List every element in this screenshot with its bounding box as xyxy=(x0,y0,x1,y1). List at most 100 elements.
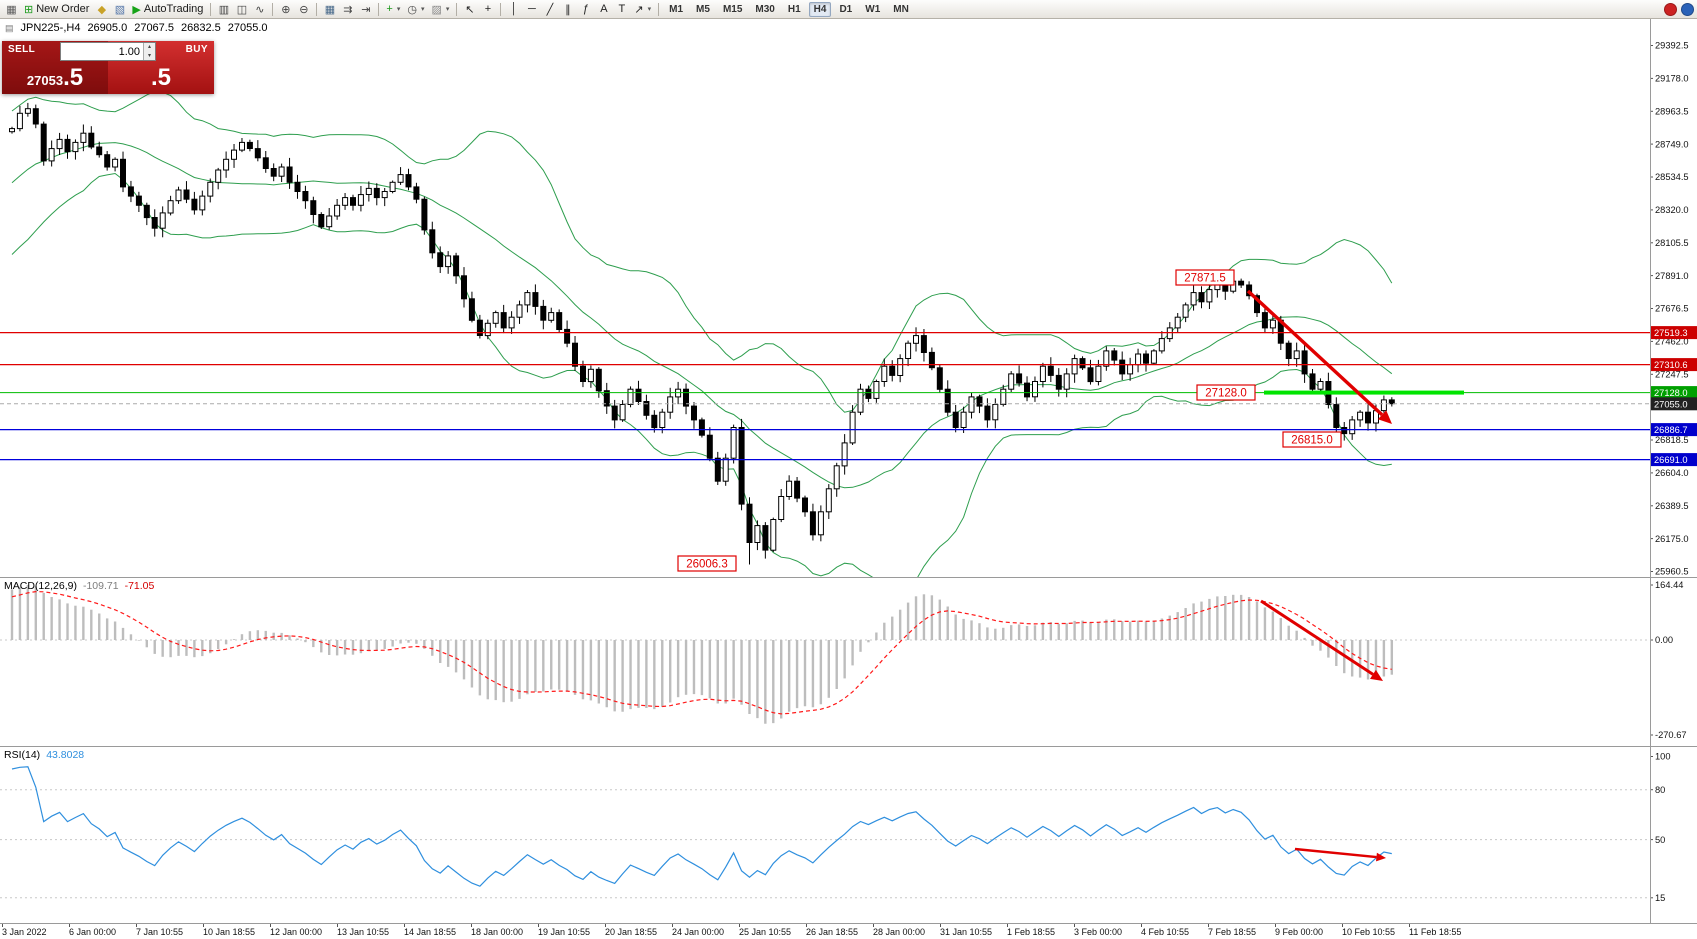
ohlc-high: 27067.5 xyxy=(134,22,174,34)
arrows-objects-icon[interactable]: ↗ ▾ xyxy=(634,3,652,16)
time-label: 11 Feb 18:55 xyxy=(1409,927,1462,937)
macd-panel[interactable]: 164.44 0.00 -270.67 xyxy=(0,577,1697,746)
time-axis[interactable]: 3 Jan 2022 6 Jan 00:00 7 Jan 10:55 10 Jan 1… xyxy=(0,923,1697,939)
community-icon[interactable] xyxy=(1664,2,1677,16)
time-tick xyxy=(270,924,271,927)
rsi-label: RSI(14) 43.8028 xyxy=(4,749,84,761)
price-callout[interactable]: 27871.5 xyxy=(1175,269,1235,286)
time-label: 12 Jan 00:00 xyxy=(270,927,323,937)
mql-wizard-icon[interactable]: ◆ xyxy=(97,3,107,16)
price-callout[interactable]: 26815.0 xyxy=(1282,431,1342,448)
candles xyxy=(9,102,1395,565)
fibonacci-icon[interactable]: ƒ xyxy=(582,3,589,15)
time-label: 6 Jan 00:00 xyxy=(69,927,117,937)
svg-text:26691.0: 26691.0 xyxy=(1654,455,1688,465)
svg-text:26389.5: 26389.5 xyxy=(1655,501,1689,511)
svg-text:27128.0: 27128.0 xyxy=(1654,388,1688,398)
ohlc-close: 27055.0 xyxy=(227,22,268,34)
time-label: 7 Feb 18:55 xyxy=(1208,927,1257,937)
volume-box: ▴ ▾ xyxy=(60,42,156,61)
symbol-period-label: JPN225-,H4 xyxy=(20,22,81,34)
zoom-out-icon[interactable]: ⊖ xyxy=(299,3,309,16)
macd-name: MACD(12,26,9) xyxy=(4,580,77,592)
svg-text:28320.0: 28320.0 xyxy=(1655,205,1689,215)
sell-button[interactable]: SELL 27053.5 xyxy=(2,41,108,94)
price-axis[interactable]: 29392.5 29178.0 28963.5 28749.0 28534.5 28320… xyxy=(1650,41,1697,577)
market-watch-icon[interactable]: ▧ xyxy=(114,3,126,16)
add-indicator-icon[interactable]: + ▾ xyxy=(386,3,401,15)
new-order-button[interactable]: ⊞ New Order xyxy=(24,3,90,16)
time-label: 18 Jan 00:00 xyxy=(471,927,524,937)
price-callout[interactable]: 26006.3 xyxy=(677,555,737,572)
time-tick xyxy=(1074,924,1075,927)
help-icon[interactable] xyxy=(1681,2,1694,16)
svg-text:28534.5: 28534.5 xyxy=(1655,172,1689,182)
volume-down-button[interactable]: ▾ xyxy=(144,51,155,60)
timeframe-m5[interactable]: M5 xyxy=(696,3,710,15)
chart-shift-icon[interactable]: ⇥ xyxy=(361,3,371,16)
timeframe-m1[interactable]: M1 xyxy=(669,3,684,15)
auto-scroll-icon[interactable]: ⇉ xyxy=(343,3,353,16)
bollinger-band xyxy=(11,142,1393,489)
trend-arrow[interactable] xyxy=(1260,599,1374,676)
timeframe-w1[interactable]: W1 xyxy=(865,3,881,15)
time-tick xyxy=(1007,924,1008,927)
time-tick xyxy=(1141,924,1142,927)
time-tick xyxy=(1342,924,1343,927)
timeframe-d1[interactable]: D1 xyxy=(839,3,853,15)
templates-icon[interactable]: ▨ ▾ xyxy=(431,3,450,16)
svg-text:28749.0: 28749.0 xyxy=(1655,139,1689,149)
line-chart-icon[interactable]: ∿ xyxy=(255,3,265,16)
time-label: 3 Feb 00:00 xyxy=(1074,927,1123,937)
price-callout[interactable]: 27128.0 xyxy=(1196,384,1256,401)
svg-text:29392.5: 29392.5 xyxy=(1655,41,1689,51)
main-chart-canvas[interactable]: 27871.5 27128.0 26815.0 26006.3 29392.5 29178… xyxy=(0,19,1697,577)
timeframe-mn[interactable]: MN xyxy=(893,3,909,15)
rsi-panel[interactable]: 100 80 50 15 xyxy=(0,746,1697,923)
trend-arrow[interactable] xyxy=(1294,847,1377,859)
svg-text:27462.0: 27462.0 xyxy=(1655,337,1689,347)
rsi-name: RSI(14) xyxy=(4,749,41,761)
timeframe-h1[interactable]: H1 xyxy=(787,3,801,15)
time-tick xyxy=(806,924,807,927)
chart-window-icon[interactable]: ▦ xyxy=(6,3,17,16)
timeframe-m30[interactable]: M30 xyxy=(755,3,775,15)
time-tick xyxy=(69,924,70,927)
volume-stepper: ▴ ▾ xyxy=(143,43,155,60)
trend-arrow[interactable] xyxy=(1246,289,1384,417)
tile-windows-icon[interactable]: ▦ xyxy=(324,3,336,16)
bars-chart-icon[interactable]: ▥ xyxy=(218,3,230,16)
horizontal-line-icon[interactable]: ─ xyxy=(528,3,536,15)
text-label-icon[interactable]: T xyxy=(618,3,626,15)
svg-text:28105.5: 28105.5 xyxy=(1655,238,1689,248)
autotrading-button[interactable]: ▶ AutoTrading xyxy=(132,3,204,16)
svg-text:-270.67: -270.67 xyxy=(1655,730,1687,740)
volume-input[interactable] xyxy=(61,43,143,60)
thick-level-segment[interactable] xyxy=(1264,390,1464,395)
time-tick xyxy=(203,924,204,927)
timeframe-m15[interactable]: M15 xyxy=(722,3,743,15)
time-tick xyxy=(873,924,874,927)
trendline-icon[interactable]: ╱ xyxy=(546,3,554,16)
svg-text:27519.3: 27519.3 xyxy=(1654,328,1688,338)
cursor-icon[interactable]: ↖ xyxy=(465,3,475,16)
time-tick xyxy=(672,924,673,927)
crosshair-icon[interactable]: + xyxy=(484,3,492,15)
time-label: 9 Feb 00:00 xyxy=(1275,927,1324,937)
volume-up-button[interactable]: ▴ xyxy=(144,43,155,52)
trend-arrow-head xyxy=(1376,852,1386,862)
candlestick-chart-icon[interactable]: ◫ xyxy=(236,3,248,16)
time-tick xyxy=(2,924,3,927)
time-tick xyxy=(404,924,405,927)
text-icon[interactable]: A xyxy=(600,3,608,15)
time-label: 10 Feb 10:55 xyxy=(1342,927,1396,937)
time-tick xyxy=(940,924,941,927)
time-label: 26 Jan 18:55 xyxy=(806,927,859,937)
channel-icon[interactable]: ∥ xyxy=(565,3,571,16)
vertical-line-icon[interactable]: │ xyxy=(510,3,518,15)
macd-histogram xyxy=(10,585,1394,724)
zoom-in-icon[interactable]: ⊕ xyxy=(281,3,291,16)
svg-text:26818.5: 26818.5 xyxy=(1655,435,1689,445)
timeframe-h4[interactable]: H4 xyxy=(808,1,832,17)
periods-icon[interactable]: ◷ ▾ xyxy=(407,3,425,16)
